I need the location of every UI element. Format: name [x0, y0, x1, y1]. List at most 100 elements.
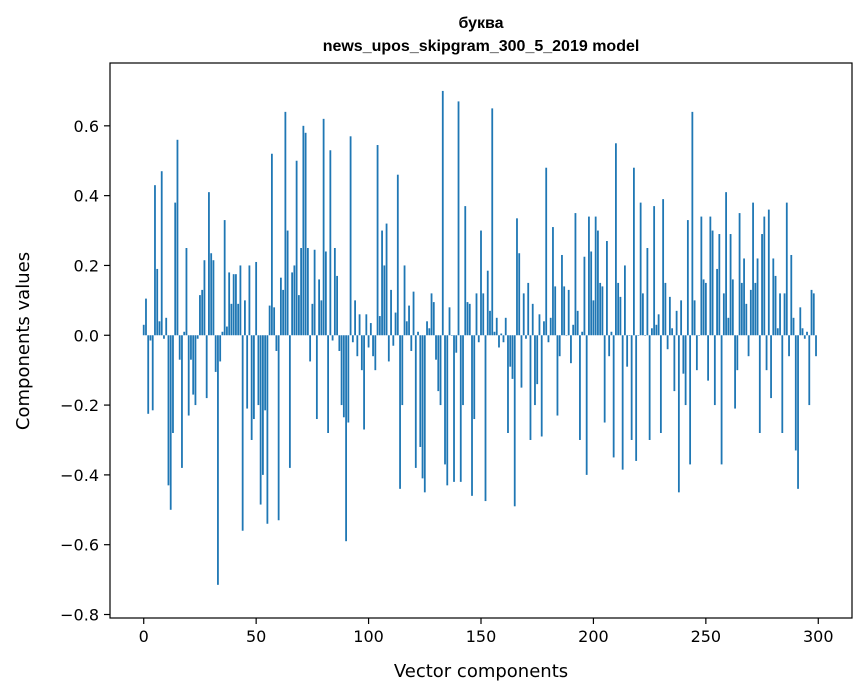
bar [396, 174, 399, 336]
bar [208, 192, 210, 336]
bar [599, 282, 602, 336]
bar [349, 136, 352, 336]
bar [675, 310, 678, 336]
bar [248, 265, 251, 336]
bar [439, 335, 442, 406]
bar [585, 335, 588, 475]
bar [785, 202, 788, 336]
bar [779, 293, 781, 336]
bar [522, 293, 525, 336]
bar [253, 335, 255, 420]
bar [682, 335, 685, 374]
bar [610, 331, 613, 336]
bar [268, 305, 271, 336]
bar [358, 314, 361, 336]
bar [226, 326, 228, 336]
bar [504, 317, 507, 336]
bar [417, 331, 419, 336]
bar [369, 323, 372, 336]
bar [221, 331, 224, 336]
bar [781, 335, 784, 433]
bar [608, 335, 611, 357]
bar [698, 335, 700, 336]
bar [333, 248, 336, 336]
bar [792, 317, 795, 336]
bar [405, 321, 408, 336]
bar [486, 270, 489, 336]
bar [718, 234, 721, 336]
bar [747, 335, 750, 357]
y-tick-label: −0.8 [60, 606, 99, 625]
bar [223, 220, 226, 336]
bar [603, 335, 606, 423]
bar [383, 265, 386, 336]
y-axis-label: Components values [13, 252, 34, 430]
bar [702, 279, 705, 336]
bar [617, 282, 620, 336]
bar [650, 328, 653, 336]
bar [331, 335, 334, 341]
bar [525, 335, 527, 339]
bar [381, 230, 383, 336]
bar [563, 286, 566, 336]
bar [230, 303, 233, 336]
bar [552, 227, 554, 336]
bar [540, 335, 543, 437]
bar [581, 331, 584, 336]
bar [567, 289, 570, 336]
bar [300, 248, 303, 336]
bar [502, 335, 505, 343]
bar [455, 335, 458, 353]
bars-group [142, 90, 817, 585]
bar [590, 251, 593, 336]
bar [491, 108, 494, 336]
bar [453, 335, 455, 482]
bar [615, 143, 617, 336]
bar [275, 335, 278, 351]
bar [284, 111, 287, 336]
bar [408, 305, 410, 336]
bar [291, 272, 294, 336]
bar [214, 335, 217, 372]
bar [167, 335, 170, 486]
bar [399, 335, 401, 489]
bar [401, 335, 404, 406]
bar [410, 335, 413, 351]
bar [482, 293, 485, 336]
bar [565, 335, 568, 336]
bar [320, 300, 323, 336]
bar [174, 202, 177, 336]
bar [659, 335, 662, 433]
bar [347, 335, 350, 423]
chart-title-line2: news_upos_skipgram_300_5_2019 model [323, 38, 640, 55]
bar [513, 335, 516, 507]
bar [172, 335, 174, 433]
bar [378, 316, 381, 336]
bar [810, 289, 813, 336]
bar [639, 202, 642, 336]
bar [720, 335, 723, 465]
bar [450, 335, 453, 336]
x-axis-label: Vector components [394, 661, 568, 682]
bar [695, 335, 698, 371]
bar [297, 295, 300, 336]
bar [385, 223, 388, 336]
bar [151, 335, 154, 411]
bar [435, 335, 437, 360]
bar [219, 335, 222, 362]
bar [626, 335, 629, 367]
bar [704, 282, 707, 336]
bar [212, 260, 215, 336]
bar [572, 324, 575, 336]
y-tick-label: 0.6 [74, 117, 99, 136]
bar [288, 335, 291, 468]
bar [686, 220, 689, 336]
bar [498, 335, 500, 348]
bar [776, 328, 779, 336]
bar [725, 192, 727, 336]
x-axis-ticks: 0 50 100 150 200 250 300 [139, 618, 834, 646]
y-tick-label: 0.0 [74, 326, 99, 345]
bar [448, 307, 451, 336]
bar [354, 300, 356, 336]
bar [475, 293, 478, 336]
